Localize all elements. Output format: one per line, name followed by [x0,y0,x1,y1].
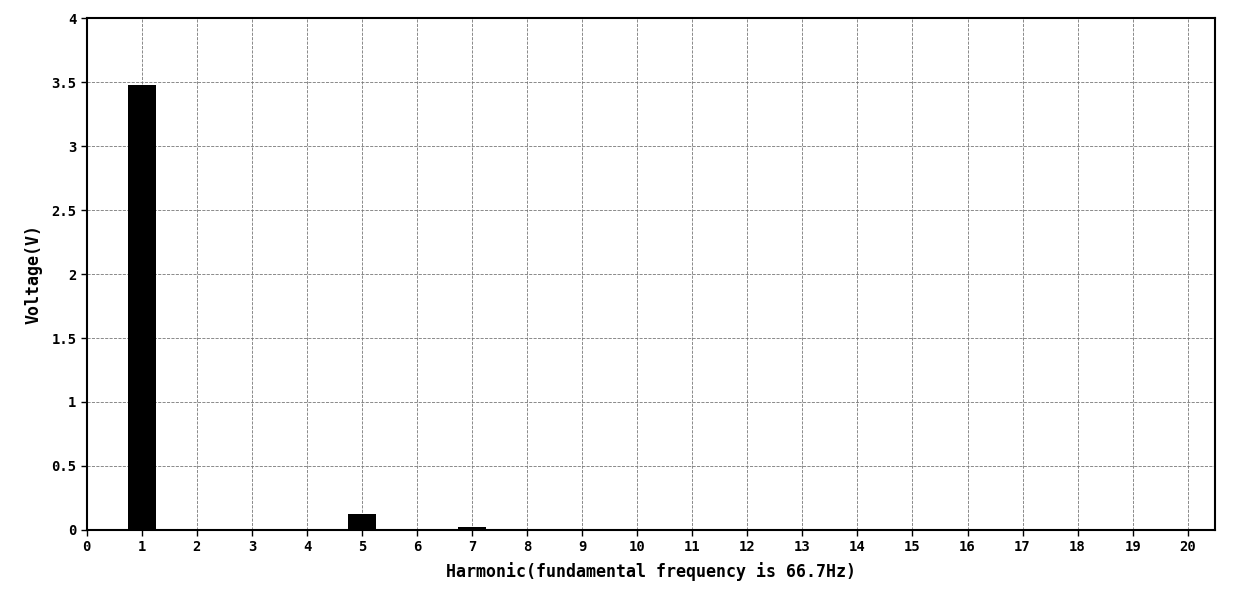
X-axis label: Harmonic(fundamental frequency is 66.7Hz): Harmonic(fundamental frequency is 66.7Hz… [446,562,856,582]
Bar [128,85,155,530]
Bar [459,527,486,530]
Y-axis label: Voltage(V): Voltage(V) [25,224,43,324]
Bar [348,514,376,530]
